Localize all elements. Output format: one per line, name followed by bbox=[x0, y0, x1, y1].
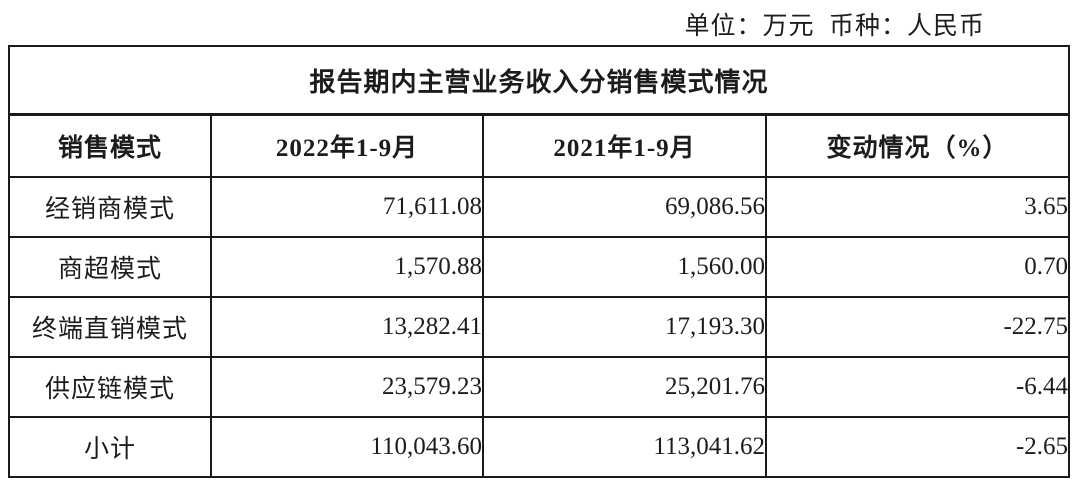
sales-model-label: 经销商模式 bbox=[8, 176, 212, 238]
sales-model-label: 终端直销模式 bbox=[8, 296, 212, 358]
value-change: 3.65 bbox=[764, 176, 1071, 238]
value-2022: 71,611.08 bbox=[210, 176, 484, 238]
table-row-supply-chain: 供应链模式 23,579.23 25,201.76 -6.44 bbox=[8, 356, 1071, 418]
table-title-row: 报告期内主营业务收入分销售模式情况 bbox=[7, 45, 1071, 116]
unit-currency-note: 单位：万元 币种：人民币 bbox=[684, 13, 985, 40]
value-2022: 23,579.23 bbox=[210, 356, 484, 418]
value-2022: 110,043.60 bbox=[210, 416, 484, 478]
column-header-2021-period: 2021年1-9月 bbox=[482, 113, 767, 178]
value-change: -22.75 bbox=[764, 296, 1071, 358]
value-2021: 1,560.00 bbox=[482, 236, 767, 298]
table-row-supermarket: 商超模式 1,570.88 1,560.00 0.70 bbox=[8, 236, 1071, 298]
sales-model-label: 小计 bbox=[8, 416, 212, 478]
value-2021: 17,193.30 bbox=[482, 296, 767, 358]
value-change: 0.70 bbox=[764, 236, 1071, 298]
table-header-row: 销售模式 2022年1-9月 2021年1-9月 变动情况（%） bbox=[8, 113, 1071, 178]
column-header-sales-model: 销售模式 bbox=[8, 113, 212, 178]
table-row-distributor: 经销商模式 71,611.08 69,086.56 3.65 bbox=[8, 176, 1071, 238]
table-row-terminal-direct: 终端直销模式 13,282.41 17,193.30 -22.75 bbox=[8, 296, 1071, 358]
value-2021: 69,086.56 bbox=[482, 176, 767, 238]
column-header-2022-period: 2022年1-9月 bbox=[210, 113, 484, 178]
revenue-by-sales-model-table: 报告期内主营业务收入分销售模式情况 销售模式 2022年1-9月 2021年1-… bbox=[7, 45, 1071, 478]
value-2021: 113,041.62 bbox=[482, 416, 767, 478]
table-row-subtotal: 小计 110,043.60 113,041.62 -2.65 bbox=[8, 416, 1071, 478]
sales-model-label: 供应链模式 bbox=[8, 356, 212, 418]
value-2021: 25,201.76 bbox=[482, 356, 767, 418]
value-change: -6.44 bbox=[764, 356, 1071, 418]
column-header-change-percent: 变动情况（%） bbox=[764, 113, 1071, 178]
value-2022: 13,282.41 bbox=[210, 296, 484, 358]
table-title: 报告期内主营业务收入分销售模式情况 bbox=[7, 45, 1071, 116]
value-change: -2.65 bbox=[764, 416, 1071, 478]
value-2022: 1,570.88 bbox=[210, 236, 484, 298]
sales-model-label: 商超模式 bbox=[8, 236, 212, 298]
